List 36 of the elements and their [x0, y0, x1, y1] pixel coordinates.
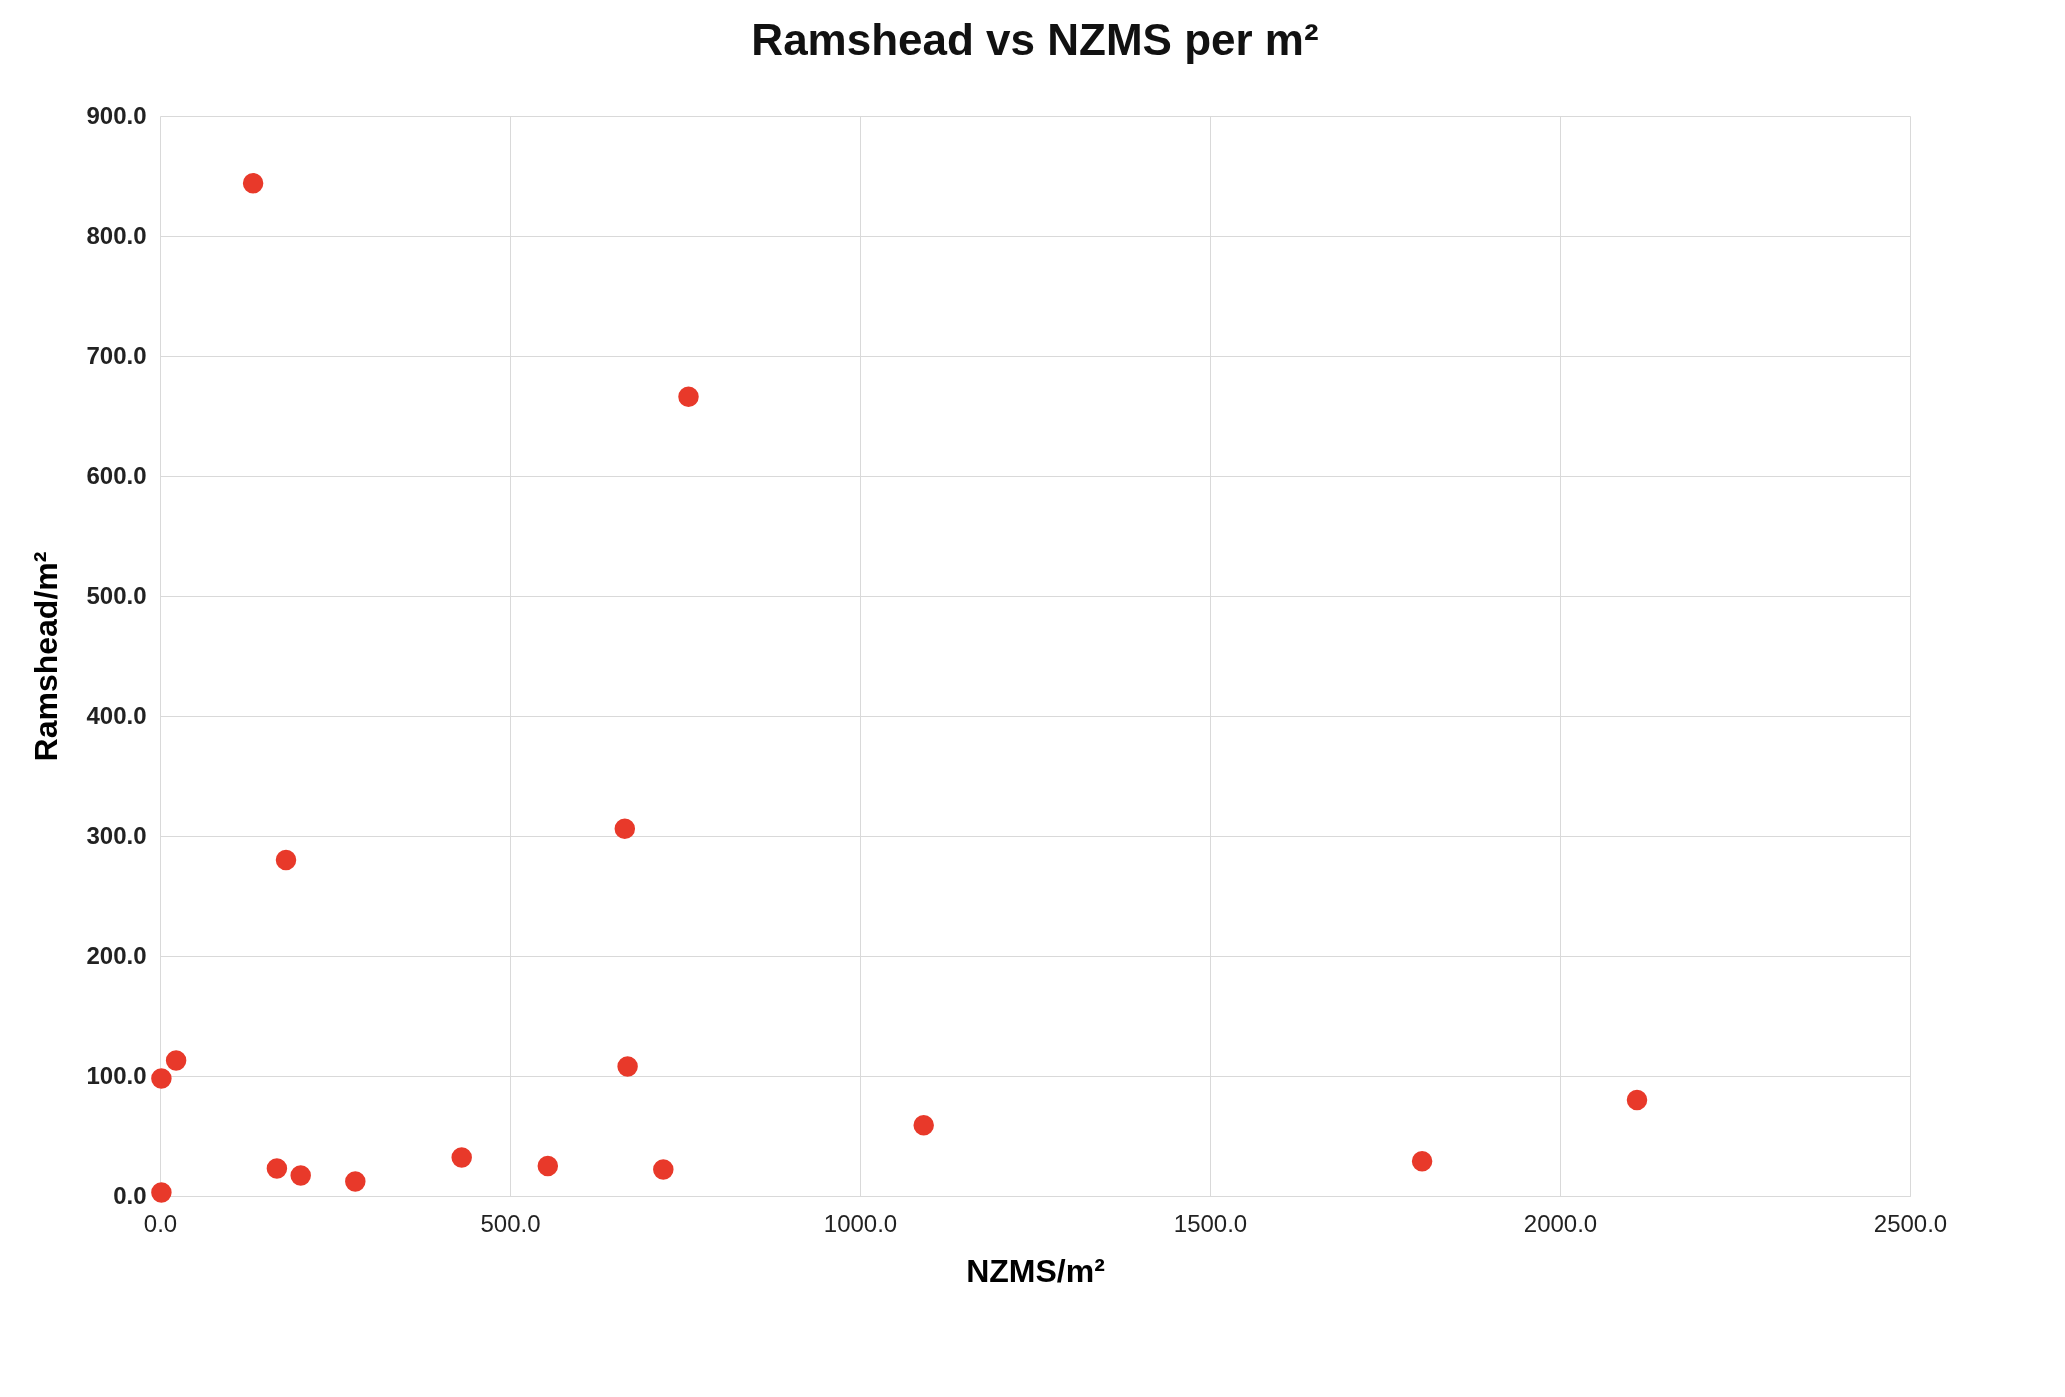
- x-tick-label: 0.0: [143, 1209, 178, 1237]
- point: [1626, 1089, 1648, 1111]
- chart-title: Ramshead vs NZMS per m²: [751, 15, 1319, 64]
- point: [653, 1159, 674, 1180]
- point: [913, 1114, 934, 1136]
- y-tick-label: 400.0: [86, 701, 147, 729]
- y-tick-label: 800.0: [86, 221, 147, 249]
- point: [614, 818, 636, 840]
- x-axis-title: NZMS/m²: [966, 1252, 1105, 1289]
- point: [242, 172, 264, 194]
- point: [1411, 1150, 1433, 1172]
- y-tick-label: 600.0: [86, 461, 147, 489]
- x-tick-label: 1000.0: [823, 1209, 898, 1237]
- point: [617, 1056, 638, 1077]
- point: [345, 1171, 366, 1192]
- x-tick-label: 2500.0: [1873, 1209, 1948, 1237]
- point: [290, 1165, 311, 1186]
- point: [678, 386, 699, 408]
- y-axis-title: Ramshead/m²: [28, 551, 65, 762]
- y-tick-label: 300.0: [86, 821, 147, 849]
- y-tick-label: 100.0: [86, 1061, 147, 1089]
- y-tick-label: 500.0: [86, 581, 147, 609]
- x-tick-label: 500.0: [480, 1209, 541, 1237]
- x-tick-label: 1500.0: [1173, 1209, 1248, 1237]
- y-tick-label: 200.0: [86, 941, 147, 969]
- point: [165, 1050, 187, 1071]
- x-tick-label: 2000.0: [1523, 1209, 1598, 1237]
- point: [151, 1068, 172, 1089]
- point: [266, 1158, 288, 1179]
- point: [537, 1155, 559, 1177]
- y-tick-label: 900.0: [86, 101, 147, 129]
- y-tick-label: 0.0: [113, 1181, 147, 1209]
- point: [151, 1182, 172, 1203]
- point: [451, 1147, 472, 1168]
- point: [275, 849, 297, 871]
- y-tick-label: 700.0: [86, 341, 147, 369]
